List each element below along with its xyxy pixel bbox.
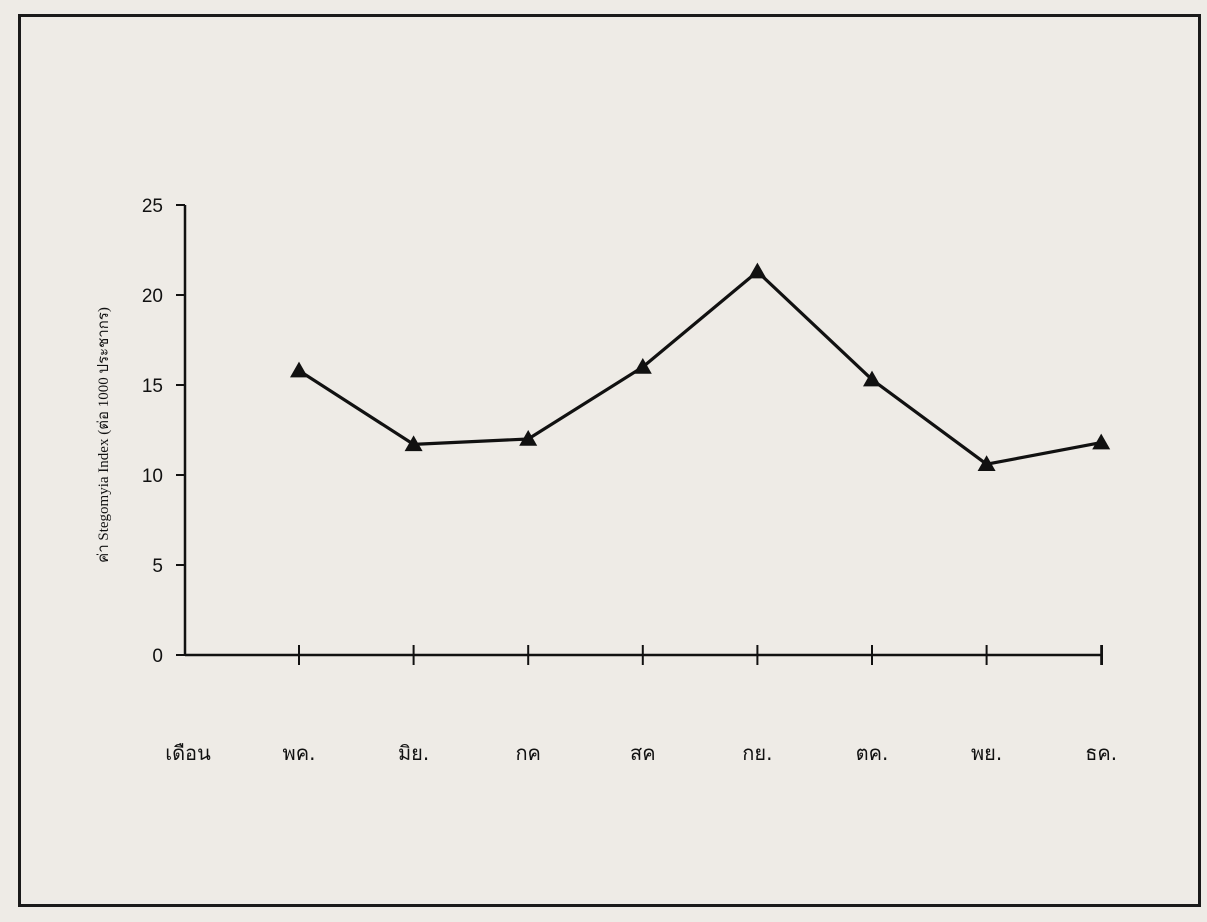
- y-tick-label: 10: [142, 466, 163, 487]
- y-axis-title: ค่า Stegomyia Index (ต่อ 1000 ประชากร): [96, 307, 112, 563]
- y-tick-label: 15: [142, 376, 163, 397]
- series-line: [298, 270, 1102, 466]
- data-point-marker: [404, 435, 423, 452]
- data-point-marker: [519, 430, 538, 446]
- data-point-marker: [748, 262, 767, 279]
- x-tick-label: กย.: [742, 741, 772, 765]
- axes: [183, 205, 1102, 657]
- x-tick-label: มิย.: [398, 741, 429, 765]
- series-group: [290, 262, 1111, 471]
- x-axis-ticks: พค. มิย. กค สค กย. ตค. พย. ธค.: [283, 645, 1117, 765]
- x-tick-label: กค: [515, 741, 541, 765]
- data-point-marker: [977, 455, 996, 471]
- x-tick-label: พค.: [283, 741, 316, 765]
- x-tick-label: สค: [630, 741, 656, 765]
- chart-frame: [18, 14, 1201, 907]
- y-tick-label: 20: [142, 286, 163, 307]
- x-tick-label: ตค.: [856, 741, 889, 765]
- y-tick-label: 0: [152, 646, 163, 667]
- data-point-marker: [633, 358, 652, 374]
- y-axis-ticks: 0 5 10 15 20 25: [142, 196, 185, 667]
- x-tick-label: พย.: [971, 741, 1002, 765]
- y-tick-label: 25: [142, 196, 163, 217]
- data-point-marker: [863, 370, 881, 387]
- y-tick-label: 5: [152, 556, 163, 577]
- x-axis-title: เดือน: [165, 741, 211, 765]
- data-point-marker: [1092, 433, 1111, 450]
- data-point-marker: [290, 361, 308, 378]
- x-tick-label: ธค.: [1085, 741, 1117, 765]
